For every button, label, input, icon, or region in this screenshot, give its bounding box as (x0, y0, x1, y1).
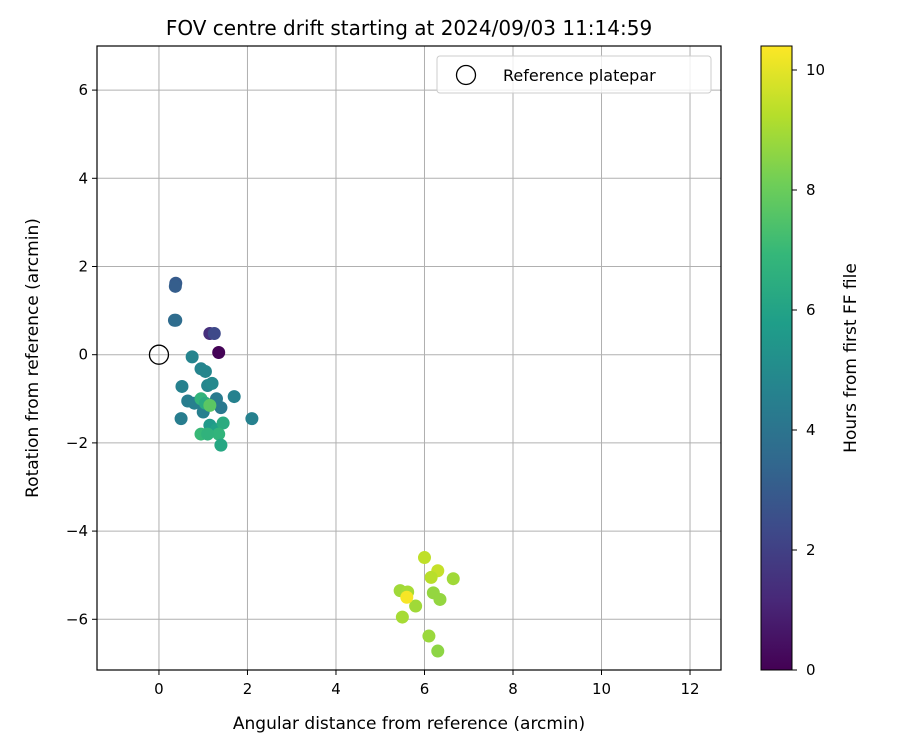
reference-point-marker (148, 344, 170, 365)
data-point (431, 644, 445, 658)
x-tick-label: 4 (331, 680, 341, 698)
data-point (214, 401, 228, 415)
y-tick-label: −6 (66, 610, 88, 628)
reference-layer (148, 344, 170, 365)
colorbar-tick-label: 0 (806, 661, 816, 679)
data-point (198, 364, 212, 378)
colorbar-tick-label: 6 (806, 301, 816, 319)
x-tick-label: 8 (508, 680, 518, 698)
y-tick-label: −2 (66, 434, 88, 452)
colorbar-label: Hours from first FF file (841, 263, 861, 453)
data-point (207, 327, 221, 341)
data-point (409, 599, 423, 613)
data-point (169, 313, 183, 327)
y-axis-label: Rotation from reference (arcmin) (23, 218, 43, 498)
x-axis-ticks: 0 2 4 6 8 10 12 (154, 670, 700, 698)
data-point (214, 438, 228, 452)
legend: Reference platepar (436, 55, 712, 94)
colorbar-tick-label: 10 (806, 61, 825, 79)
y-tick-label: 4 (78, 169, 88, 187)
colorbar-ticks: 0 2 4 6 8 10 (792, 61, 825, 679)
data-point (201, 427, 215, 441)
y-tick-label: 6 (78, 81, 88, 99)
y-tick-label: 0 (78, 346, 88, 364)
colorbar-gradient (760, 45, 793, 671)
data-point (424, 570, 438, 584)
legend-marker (455, 64, 477, 86)
data-point (395, 610, 409, 624)
data-point (245, 412, 259, 426)
data-point (203, 398, 217, 412)
data-point (212, 427, 226, 441)
x-tick-label: 2 (243, 680, 253, 698)
x-tick-label: 6 (420, 680, 430, 698)
data-point (417, 551, 431, 565)
data-point (433, 592, 447, 606)
data-point (212, 345, 226, 359)
plot-frame (96, 45, 722, 671)
data-point (168, 279, 182, 293)
x-axis-label: Angular distance from reference (arcmin) (233, 714, 585, 734)
data-points (167, 276, 460, 658)
colorbar-tick-label: 4 (806, 421, 816, 439)
data-point (216, 416, 230, 430)
y-axis-ticks: −6 −4 −2 0 2 4 6 (66, 81, 97, 628)
data-point (175, 379, 189, 393)
y-tick-label: −4 (66, 522, 88, 540)
data-point (422, 629, 436, 643)
x-tick-label: 12 (680, 680, 699, 698)
data-point (205, 376, 219, 390)
colorbar-tick-label: 2 (806, 541, 816, 559)
x-tick-label: 10 (592, 680, 611, 698)
data-point (227, 390, 241, 404)
data-point (174, 412, 188, 426)
legend-label: Reference platepar (503, 66, 656, 85)
colorbar-tick-label: 8 (806, 181, 816, 199)
x-tick-label: 0 (154, 680, 164, 698)
y-tick-label: 2 (78, 257, 88, 275)
colorbar: 0 2 4 6 8 10 Hours from first FF file (760, 45, 861, 679)
data-point (446, 572, 460, 586)
chart-title: FOV centre drift starting at 2024/09/03 … (166, 16, 652, 40)
data-point (185, 350, 199, 364)
legend-box (436, 55, 712, 94)
data-point (400, 590, 414, 604)
